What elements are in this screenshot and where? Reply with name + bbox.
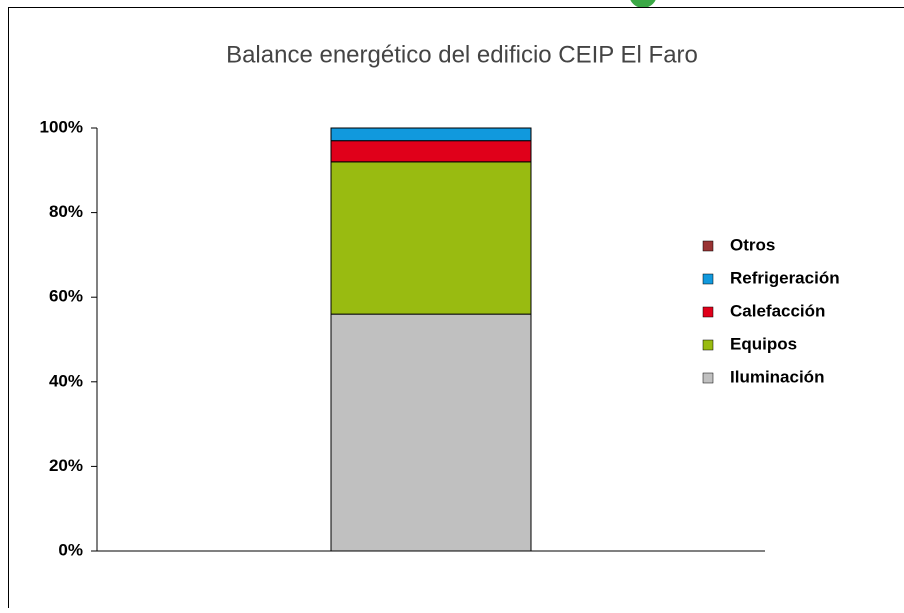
bar-segment	[331, 162, 531, 314]
legend-label: Iluminación	[730, 367, 824, 386]
logo-fragment	[629, 0, 657, 8]
legend-swatch	[703, 241, 713, 251]
y-tick-label: 80%	[49, 202, 83, 221]
legend-swatch	[703, 340, 713, 350]
y-tick-label: 20%	[49, 456, 83, 475]
legend-label: Otros	[730, 235, 775, 254]
y-tick-label: 40%	[49, 371, 83, 390]
bar-segment	[331, 314, 531, 551]
bar-segment	[331, 128, 531, 141]
y-tick-label: 60%	[49, 287, 83, 306]
bar-segment	[331, 141, 531, 162]
legend-swatch	[703, 307, 713, 317]
legend-label: Equipos	[730, 334, 797, 353]
legend-label: Refrigeración	[730, 268, 840, 287]
legend-swatch	[703, 274, 713, 284]
chart-title: Balance energético del edificio CEIP El …	[226, 41, 698, 68]
legend-swatch	[703, 373, 713, 383]
legend-label: Calefacción	[730, 301, 825, 320]
y-tick-label: 100%	[40, 117, 83, 136]
y-tick-label: 0%	[58, 540, 83, 559]
